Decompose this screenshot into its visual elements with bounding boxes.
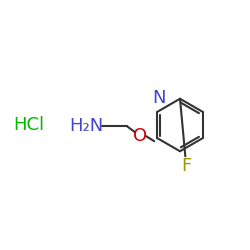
Text: N: N bbox=[152, 89, 166, 107]
Text: HCl: HCl bbox=[13, 116, 44, 134]
Text: F: F bbox=[181, 157, 192, 175]
Text: H₂N: H₂N bbox=[69, 117, 103, 135]
Text: O: O bbox=[134, 127, 147, 145]
